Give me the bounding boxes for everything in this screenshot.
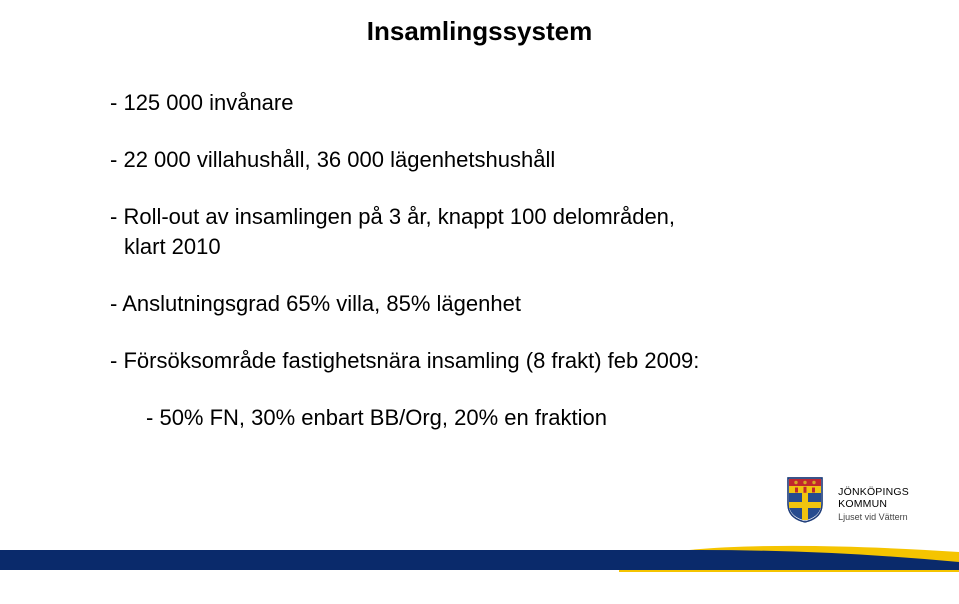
list-item: Anslutningsgrad 65% villa, 85% lägenhet — [110, 289, 830, 320]
bullet-text: 125 000 invånare — [123, 90, 293, 115]
list-item: Roll-out av insamlingen på 3 år, knappt … — [110, 202, 830, 264]
logo-line2: KOMMUN — [838, 498, 909, 510]
list-item: 125 000 invånare — [110, 88, 830, 119]
bottom-band — [0, 544, 959, 574]
bullet-text: Roll-out av insamlingen på 3 år, knappt … — [123, 204, 675, 229]
logo-tagline: Ljuset vid Vättern — [838, 512, 909, 522]
band-accent-icon — [619, 542, 959, 572]
slide: Insamlingssystem 125 000 invånare 22 000… — [0, 0, 959, 604]
list-item: Försöksområde fastighetsnära insamling (… — [110, 346, 830, 434]
band-main-icon — [0, 550, 959, 570]
bullet-cont: klart 2010 — [124, 232, 830, 263]
crest-icon — [784, 474, 826, 524]
sub-list-item: 50% FN, 30% enbart BB/Org, 20% en frakti… — [146, 403, 830, 434]
bullet-text: 22 000 villahushåll, 36 000 lägenhetshus… — [123, 147, 555, 172]
logo-line1: JÖNKÖPINGS — [838, 486, 909, 498]
sub-bullet-text: 50% FN, 30% enbart BB/Org, 20% en frakti… — [159, 405, 607, 430]
bullet-text: Försöksområde fastighetsnära insamling (… — [123, 348, 699, 373]
logo-text: JÖNKÖPINGS KOMMUN Ljuset vid Vättern — [838, 486, 909, 524]
bullet-list: 125 000 invånare 22 000 villahushåll, 36… — [110, 88, 830, 460]
slide-title: Insamlingssystem — [0, 16, 959, 47]
kommun-logo: JÖNKÖPINGS KOMMUN Ljuset vid Vättern — [784, 474, 909, 524]
bullet-text: Anslutningsgrad 65% villa, 85% lägenhet — [122, 291, 521, 316]
list-item: 22 000 villahushåll, 36 000 lägenhetshus… — [110, 145, 830, 176]
